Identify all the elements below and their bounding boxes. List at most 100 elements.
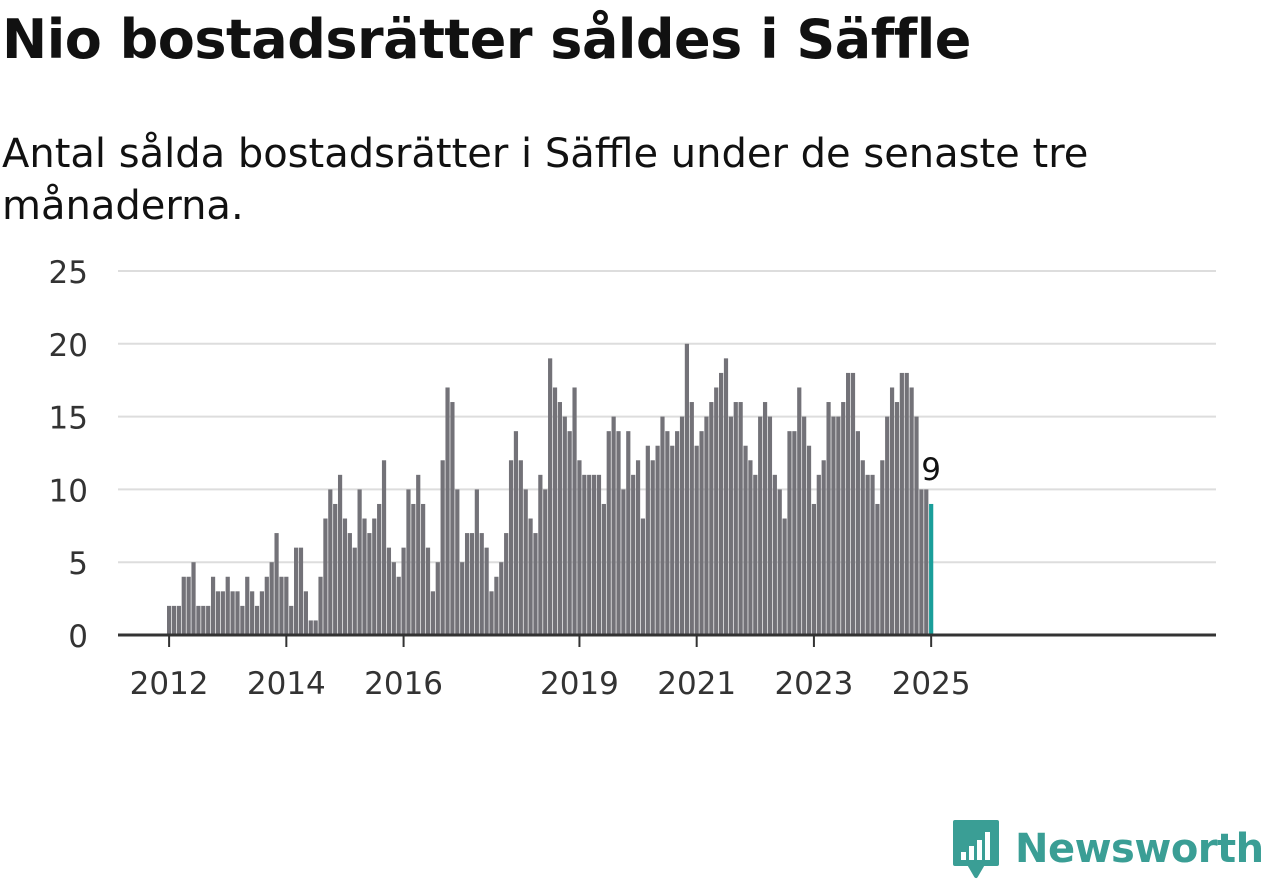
bar [797,387,802,635]
bar [313,620,318,635]
x-tick-label: 2012 [130,666,209,702]
bar [821,460,826,635]
bar [567,431,572,635]
bar [543,489,548,635]
bar [259,591,265,635]
bar [181,576,186,635]
bar [855,431,860,635]
bar [518,460,523,635]
bar [220,591,225,635]
bar [240,605,245,635]
bar [377,503,382,635]
bar [294,547,299,635]
bar [762,402,768,635]
bar [904,372,909,635]
bar [533,533,538,635]
bar [694,445,699,635]
bar [591,474,597,635]
bar [538,474,543,635]
bar [225,576,230,635]
bar [298,547,304,635]
bar [743,445,748,635]
bar [342,518,348,635]
bar [572,387,577,635]
bar [655,445,660,635]
bar [733,402,738,635]
bar [626,431,631,635]
bar [523,489,528,635]
bar [582,474,587,635]
bar [210,576,216,635]
y-tick-label: 5 [68,546,88,582]
bar [333,503,338,635]
bar [201,605,206,635]
bar [909,387,914,635]
bar [367,533,372,635]
bar [557,402,562,635]
bar [411,503,416,635]
y-tick-label: 15 [49,401,88,437]
bar [513,431,519,635]
bar [352,547,357,635]
bar [850,372,856,635]
bar [254,605,260,635]
bar [445,387,450,635]
bar [719,372,724,635]
bar [416,474,421,635]
bar [176,605,181,635]
x-tick-label: 2021 [657,666,736,702]
bar [264,576,269,635]
bar [870,474,875,635]
chart-subtitle: Antal sålda bostadsrätter i Säffle under… [2,131,1089,229]
bar [171,605,177,635]
chart-title: Nio bostadsrätter såldes i Säffle [2,8,971,71]
bar [274,533,279,635]
bar [899,372,904,635]
bar [435,562,440,635]
bar [860,460,865,635]
bar [792,431,797,635]
y-tick-label: 25 [49,255,88,291]
bar [684,343,690,635]
bar [660,416,665,635]
bar [889,387,895,635]
bar [875,503,880,635]
bar [645,445,650,635]
bar [308,620,313,635]
bar [631,474,636,635]
bar [250,591,255,635]
bar [704,416,709,635]
bar [372,518,377,635]
bar [738,402,743,635]
bar [802,416,807,635]
bar [396,576,401,635]
bar [758,416,763,635]
bar [337,474,343,635]
bar [841,402,846,635]
bar [504,533,509,635]
bar [831,416,836,635]
bar [816,474,821,635]
bar [728,416,733,635]
bar [425,547,431,635]
bar [215,591,221,635]
bar [303,591,308,635]
y-tick-label: 10 [49,473,88,509]
bar [621,489,626,635]
bar [362,518,367,635]
bar [460,562,465,635]
bar [528,518,533,635]
bar [479,533,484,635]
bar [455,489,460,635]
y-tick-label: 20 [49,328,88,364]
bar [269,562,274,635]
bar [777,489,782,635]
bar [846,372,851,635]
bar [894,402,900,635]
bar [279,576,284,635]
bar [880,460,885,635]
bar [748,460,753,635]
bar [924,489,929,635]
bar [191,562,196,635]
bar [230,591,235,635]
